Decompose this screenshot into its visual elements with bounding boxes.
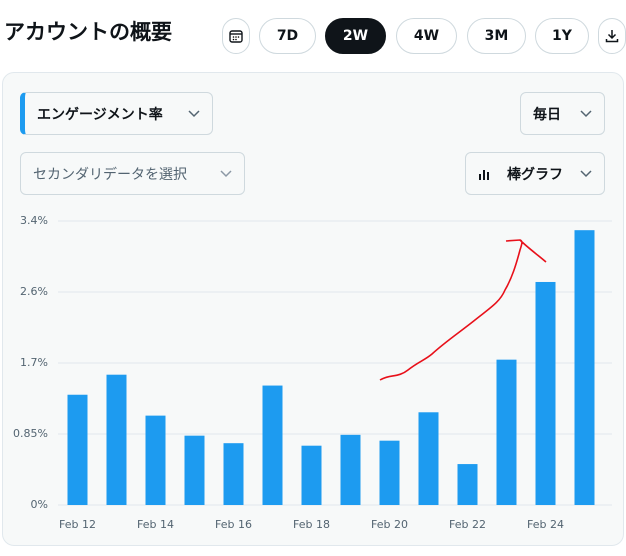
range-button[interactable]: 1Y bbox=[535, 18, 589, 54]
x-tick-label: Feb 16 bbox=[215, 518, 252, 531]
bar bbox=[496, 359, 517, 505]
x-tick-label: Feb 20 bbox=[371, 518, 408, 531]
download-button[interactable] bbox=[598, 18, 626, 54]
metric-dropdown[interactable]: エンゲージメント率 bbox=[20, 92, 213, 135]
chart-style-label: 棒グラフ bbox=[507, 166, 563, 183]
x-tick-label: Feb 12 bbox=[59, 518, 96, 531]
page-title: アカウントの概要 bbox=[4, 20, 172, 44]
interval-label: 毎日 bbox=[533, 106, 561, 123]
bar bbox=[67, 394, 88, 505]
x-tick-label: Feb 18 bbox=[293, 518, 330, 531]
y-tick-label: 3.4% bbox=[20, 214, 48, 227]
range-button[interactable]: 3M bbox=[467, 18, 526, 54]
bar bbox=[379, 440, 400, 505]
chevron bbox=[580, 169, 592, 177]
chevron bbox=[188, 109, 200, 117]
secondary-dropdown[interactable]: セカンダリデータを選択 bbox=[20, 152, 245, 195]
secondary-label: セカンダリデータを選択 bbox=[33, 166, 187, 183]
range-button[interactable]: 2W bbox=[325, 18, 386, 54]
y-tick-label: 2.6% bbox=[20, 285, 48, 298]
x-tick-label: Feb 22 bbox=[449, 518, 486, 531]
bar bbox=[457, 464, 478, 505]
plot: 0% 0.85% 1.7% 2.6% 3.4% Feb 12 Feb 14 Feb 16 Feb… bbox=[13, 214, 612, 531]
bar bbox=[145, 415, 166, 505]
bar-icon bbox=[479, 169, 489, 180]
handwritten-arrow bbox=[379, 239, 547, 381]
range-button[interactable]: 7D bbox=[259, 18, 316, 54]
x-tick-label: Feb 14 bbox=[137, 518, 174, 531]
bar bbox=[535, 281, 556, 505]
chart-style-dropdown[interactable]: 棒グラフ bbox=[465, 152, 605, 195]
download-icon bbox=[605, 30, 619, 43]
metric-label: エンゲージメント率 bbox=[37, 106, 163, 123]
bar bbox=[340, 434, 361, 505]
y-tick-label: 0% bbox=[31, 498, 48, 511]
bar bbox=[418, 412, 439, 505]
interval-dropdown[interactable]: 毎日 bbox=[520, 92, 605, 135]
chevron bbox=[580, 109, 592, 117]
bar bbox=[262, 385, 283, 505]
bar bbox=[223, 443, 244, 505]
y-tick-label: 0.85% bbox=[13, 427, 48, 440]
chevron bbox=[220, 169, 232, 177]
calendar-icon bbox=[229, 30, 243, 43]
bar bbox=[106, 374, 127, 505]
bar bbox=[574, 230, 595, 505]
calendar-button[interactable] bbox=[222, 18, 250, 54]
y-tick-label: 1.7% bbox=[20, 356, 48, 369]
range-button[interactable]: 4W bbox=[396, 18, 457, 54]
x-tick-label: Feb 24 bbox=[527, 518, 564, 531]
bar bbox=[301, 445, 322, 505]
bar bbox=[184, 435, 205, 505]
